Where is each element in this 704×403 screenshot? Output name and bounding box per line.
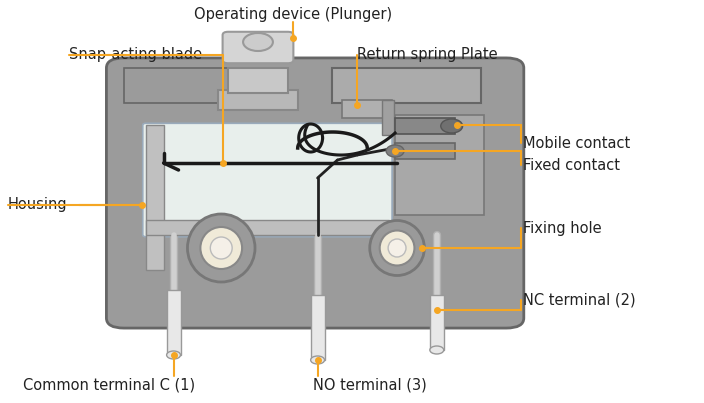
Bar	[430, 295, 444, 350]
Ellipse shape	[187, 214, 255, 282]
Ellipse shape	[379, 231, 415, 266]
Text: Return spring Plate: Return spring Plate	[358, 48, 498, 62]
Text: Fixed contact: Fixed contact	[523, 158, 620, 172]
Text: Common terminal C (1): Common terminal C (1)	[23, 378, 195, 393]
Bar	[167, 290, 180, 355]
Text: Operating device (Plunger): Operating device (Plunger)	[194, 8, 392, 23]
Text: 宇驰
Switch: 宇驰 Switch	[280, 213, 345, 254]
Ellipse shape	[430, 346, 444, 354]
Text: NO terminal (3): NO terminal (3)	[313, 378, 427, 393]
Bar	[146, 220, 389, 235]
FancyBboxPatch shape	[143, 123, 392, 237]
Ellipse shape	[388, 239, 406, 257]
Ellipse shape	[210, 237, 232, 259]
Text: Housing: Housing	[8, 197, 68, 212]
Ellipse shape	[310, 356, 325, 364]
Bar	[342, 100, 392, 118]
Ellipse shape	[370, 220, 425, 276]
Bar	[395, 115, 484, 215]
Ellipse shape	[441, 119, 463, 133]
Bar	[395, 143, 455, 159]
FancyBboxPatch shape	[106, 58, 524, 328]
Bar	[310, 295, 325, 360]
Bar	[228, 68, 288, 93]
Bar	[382, 100, 394, 135]
Bar	[395, 118, 455, 134]
Text: NC terminal (2): NC terminal (2)	[523, 293, 636, 307]
Ellipse shape	[243, 33, 273, 51]
Bar	[218, 90, 298, 110]
Text: Fixing hole: Fixing hole	[523, 220, 602, 235]
Ellipse shape	[386, 145, 404, 157]
FancyBboxPatch shape	[222, 32, 294, 63]
Text: Mobile contact: Mobile contact	[523, 135, 631, 150]
Text: Snap-acting blade: Snap-acting blade	[69, 48, 202, 62]
Bar	[332, 68, 482, 103]
Bar	[124, 68, 233, 103]
Ellipse shape	[201, 227, 242, 269]
Ellipse shape	[167, 351, 180, 359]
Bar	[146, 125, 163, 270]
